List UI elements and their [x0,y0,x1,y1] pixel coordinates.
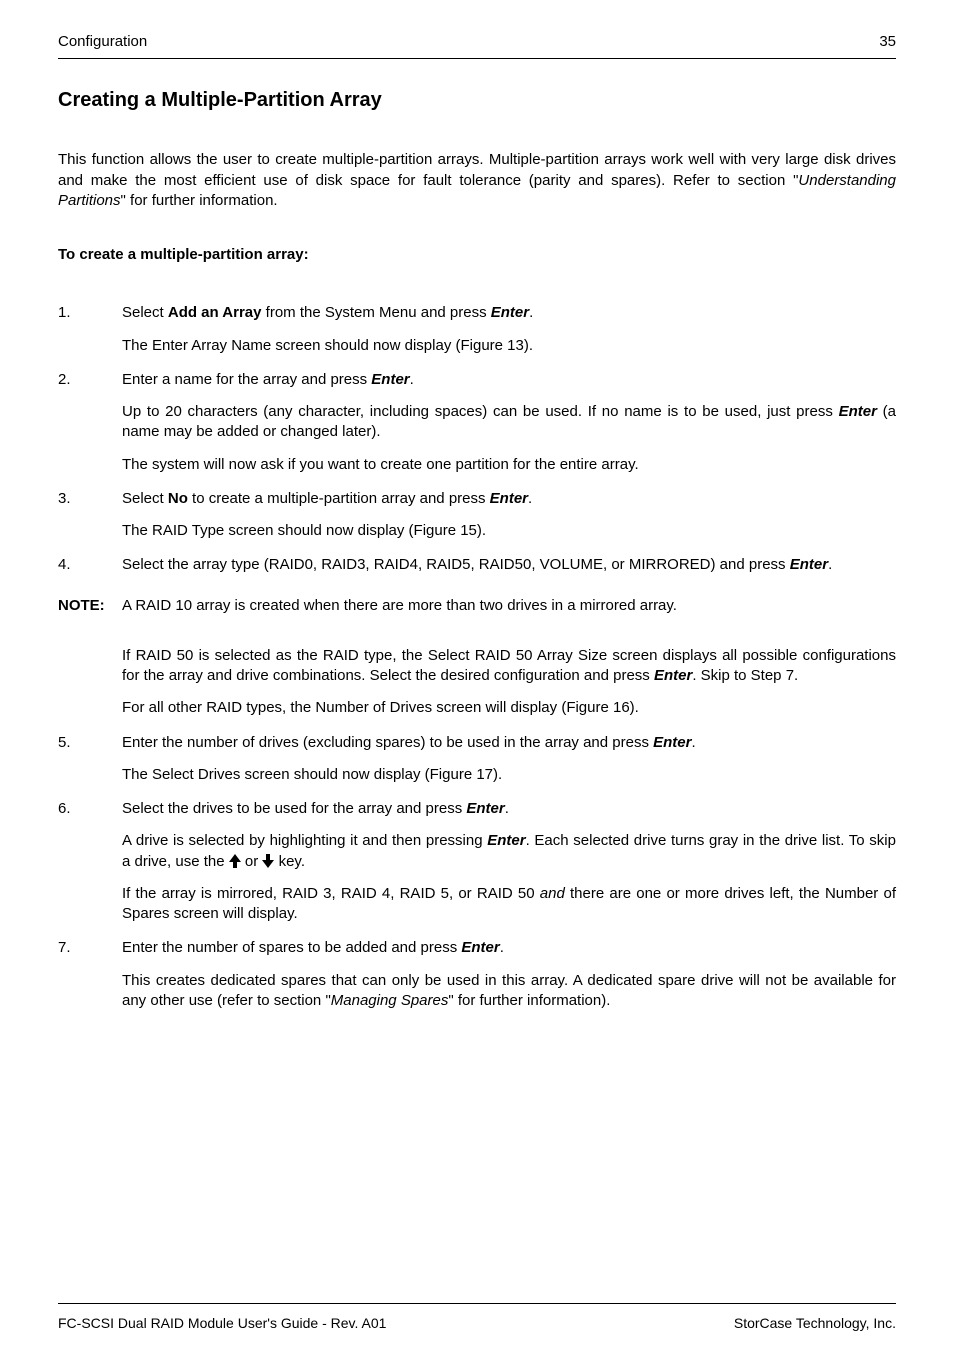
text: . [528,490,532,507]
text: Enter the number of spares to be added a… [122,939,461,956]
step-2: 2. Enter a name for the array and press … [58,370,896,475]
key-enter: Enter [653,734,691,751]
step-body: Enter the number of drives (excluding sp… [122,733,896,786]
step-5: 5. Enter the number of drives (excluding… [58,733,896,786]
ref-managing-spares: Managing Spares [331,992,449,1009]
step-line: A drive is selected by highlighting it a… [122,831,896,872]
text: . [410,371,414,388]
step-line: Select the drives to be used for the arr… [122,799,896,819]
key-enter: Enter [654,667,692,684]
step-body: Enter a name for the array and press Ent… [122,370,896,475]
text: . [505,800,509,817]
step-line: If RAID 50 is selected as the RAID type,… [122,646,896,687]
intro-text-c: " for further information. [121,192,278,209]
step-body: Select the array type (RAID0, RAID3, RAI… [122,555,896,575]
emph-and: and [540,885,565,902]
key-enter: Enter [839,403,877,420]
arrow-up-icon [229,854,241,868]
step-line: Enter the number of drives (excluding sp… [122,733,896,753]
step-line: If the array is mirrored, RAID 3, RAID 4… [122,884,896,925]
note: NOTE: A RAID 10 array is created when th… [58,596,896,616]
text: or [241,853,263,870]
step-4-cont: If RAID 50 is selected as the RAID type,… [58,646,896,719]
text: . Skip to Step 7. [692,667,798,684]
text: Select the array type (RAID0, RAID3, RAI… [122,556,790,573]
note-label: NOTE: [58,596,122,616]
header-page-number: 35 [879,32,896,52]
step-number-empty [58,646,122,719]
intro-text-a: This function allows the user to create … [58,151,896,188]
page-title: Creating a Multiple-Partition Array [58,87,896,114]
step-number: 6. [58,799,122,924]
step-7: 7. Enter the number of spares to be adde… [58,938,896,1011]
text: Enter the number of drives (excluding sp… [122,734,653,751]
text: Select the drives to be used for the arr… [122,800,466,817]
footer-company: StorCase Technology, Inc. [734,1314,896,1333]
step-3: 3. Select No to create a multiple-partit… [58,489,896,542]
step-body: If RAID 50 is selected as the RAID type,… [122,646,896,719]
step-body: Select the drives to be used for the arr… [122,799,896,924]
key-enter: Enter [461,939,499,956]
text: A drive is selected by highlighting it a… [122,832,487,849]
step-6: 6. Select the drives to be used for the … [58,799,896,924]
step-number: 1. [58,303,122,356]
step-number: 5. [58,733,122,786]
text: from the System Menu and press [262,304,491,321]
key-enter: Enter [371,371,409,388]
step-number: 3. [58,489,122,542]
step-number: 7. [58,938,122,1011]
text: . [529,304,533,321]
step-line: The system will now ask if you want to c… [122,455,896,475]
key-enter: Enter [490,490,528,507]
step-line: Select the array type (RAID0, RAID3, RAI… [122,555,896,575]
header-section: Configuration [58,32,147,52]
step-1: 1. Select Add an Array from the System M… [58,303,896,356]
procedure-heading: To create a multiple-partition array: [58,245,896,265]
arrow-down-icon [262,854,274,868]
step-line: This creates dedicated spares that can o… [122,971,896,1012]
intro-paragraph: This function allows the user to create … [58,150,896,211]
step-line: Enter the number of spares to be added a… [122,938,896,958]
key-enter: Enter [790,556,828,573]
step-number: 4. [58,555,122,575]
text: . [691,734,695,751]
key-enter: Enter [487,832,525,849]
step-line: Up to 20 characters (any character, incl… [122,402,896,443]
step-line: The Select Drives screen should now disp… [122,765,896,785]
step-body: Select Add an Array from the System Menu… [122,303,896,356]
text: to create a multiple-partition array and… [188,490,490,507]
text: . [828,556,832,573]
text: If the array is mirrored, RAID 3, RAID 4… [122,885,540,902]
page-header: Configuration 35 [58,32,896,59]
footer-doc-title: FC-SCSI Dual RAID Module User's Guide - … [58,1314,386,1333]
text: " for further information). [448,992,610,1009]
text: key. [274,853,305,870]
step-line: For all other RAID types, the Number of … [122,698,896,718]
step-line: Select Add an Array from the System Menu… [122,303,896,323]
step-4: 4. Select the array type (RAID0, RAID3, … [58,555,896,575]
step-line: Select No to create a multiple-partition… [122,489,896,509]
page-footer: FC-SCSI Dual RAID Module User's Guide - … [58,1303,896,1333]
text: Enter a name for the array and press [122,371,371,388]
step-body: Enter the number of spares to be added a… [122,938,896,1011]
step-line: Enter a name for the array and press Ent… [122,370,896,390]
text: Up to 20 characters (any character, incl… [122,403,839,420]
text: Select [122,304,168,321]
menu-add-an-array: Add an Array [168,304,262,321]
steps-list: 1. Select Add an Array from the System M… [58,303,896,575]
option-no: No [168,490,188,507]
key-enter: Enter [466,800,504,817]
text: . [500,939,504,956]
step-number: 2. [58,370,122,475]
step-line: The Enter Array Name screen should now d… [122,336,896,356]
steps-continued: If RAID 50 is selected as the RAID type,… [58,646,896,1011]
key-enter: Enter [491,304,529,321]
note-body: A RAID 10 array is created when there ar… [122,596,896,616]
step-line: The RAID Type screen should now display … [122,521,896,541]
step-body: Select No to create a multiple-partition… [122,489,896,542]
text: Select [122,490,168,507]
